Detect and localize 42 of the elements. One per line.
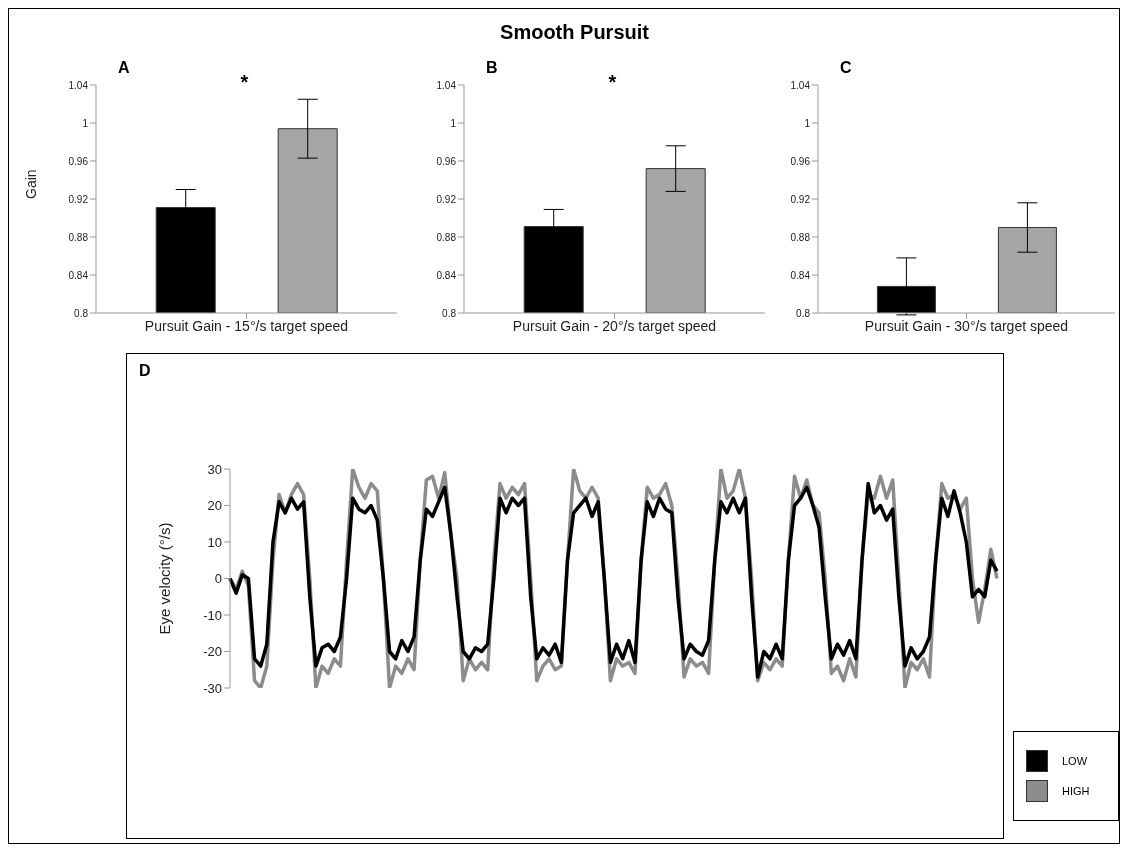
annotation: * bbox=[240, 71, 249, 94]
y-tick-label: 0.88 bbox=[790, 231, 811, 243]
text: C bbox=[840, 59, 852, 77]
y-tick-label: 0.92 bbox=[68, 193, 89, 205]
y-tick-label: 0.96 bbox=[436, 155, 457, 167]
y-tick-label: 0.84 bbox=[790, 269, 811, 281]
y-tick-label: 1 bbox=[450, 117, 457, 129]
y-tick-label: 10 bbox=[207, 534, 222, 550]
y-tick-label: 0.8 bbox=[74, 307, 89, 319]
text: A bbox=[118, 59, 130, 77]
x-tick-label: Pursuit Gain - 15°/s target speed bbox=[144, 317, 349, 334]
y-tick-label: 0.84 bbox=[68, 269, 89, 281]
y-tick-label: 0.96 bbox=[790, 155, 811, 167]
y-tick-label: -20 bbox=[203, 644, 222, 660]
y-tick-label: 0.92 bbox=[790, 193, 811, 205]
x-tick-label: Pursuit Gain - 20°/s target speed bbox=[512, 317, 717, 334]
y-tick-label: 0 bbox=[214, 571, 222, 587]
y-tick-label: 20 bbox=[207, 498, 222, 514]
y-tick-label: 0.8 bbox=[442, 307, 457, 319]
y-tick-label: 1 bbox=[82, 117, 89, 129]
y-axis-title: Gain bbox=[22, 169, 39, 199]
y-tick-label: 1.04 bbox=[790, 79, 811, 91]
x-tick-label: Pursuit Gain - 30°/s target speed bbox=[864, 317, 1069, 334]
y-tick-label: 30 bbox=[207, 461, 222, 477]
y-tick-label: -30 bbox=[203, 680, 222, 696]
legend-label: LOW bbox=[1062, 755, 1088, 767]
y-tick-label: 1.04 bbox=[436, 79, 457, 91]
annotation: * bbox=[608, 71, 617, 94]
legend-label: HIGH bbox=[1062, 785, 1090, 797]
y-tick-label: 0.88 bbox=[436, 231, 457, 243]
y-tick-label: -10 bbox=[203, 607, 222, 623]
y-tick-label: 0.96 bbox=[68, 155, 89, 167]
text: D bbox=[139, 362, 151, 380]
y-tick-label: 0.8 bbox=[796, 307, 811, 319]
y-tick-label: 1 bbox=[804, 117, 811, 129]
y-tick-label: 0.84 bbox=[436, 269, 457, 281]
y-tick-label: 0.88 bbox=[68, 231, 89, 243]
y-tick-label: 1.04 bbox=[68, 79, 89, 91]
y-tick-label: 0.92 bbox=[436, 193, 457, 205]
y-axis-title: Eye velocity (°/s) bbox=[156, 522, 174, 635]
text: B bbox=[486, 59, 498, 77]
chart-title: Smooth Pursuit bbox=[499, 21, 650, 44]
